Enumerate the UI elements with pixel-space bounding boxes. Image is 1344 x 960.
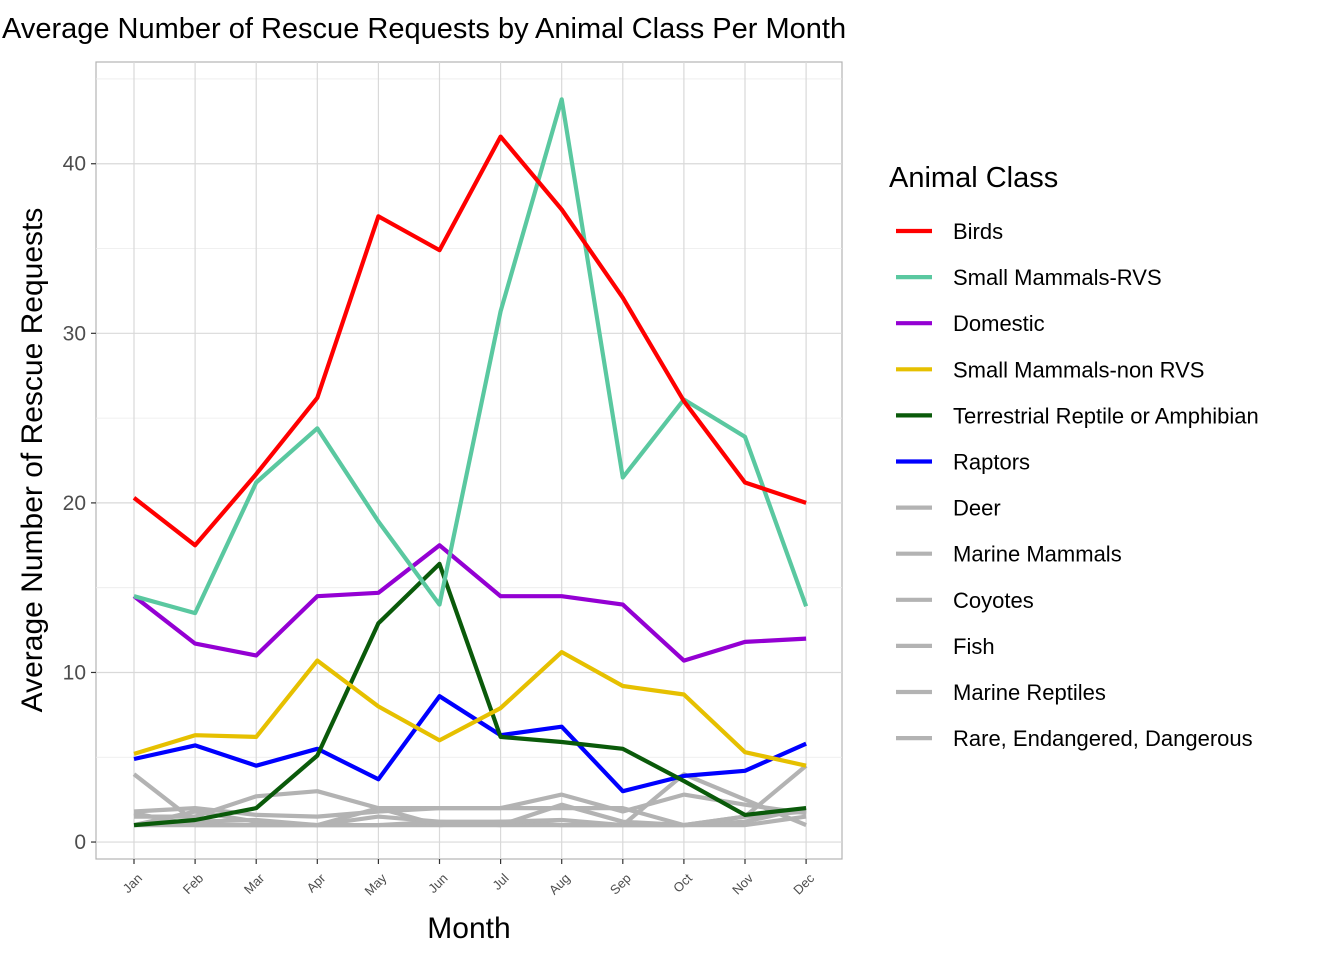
x-tick-label: Jul xyxy=(489,870,511,892)
y-axis-ticks: 0 10 20 30 40 xyxy=(63,153,96,854)
legend-label-birds: Birds xyxy=(953,219,1003,244)
series-lines xyxy=(132,97,809,828)
x-tick-label: May xyxy=(362,870,390,898)
legend-items: Birds Small Mammals-RVS Domestic Small Mamm… xyxy=(896,219,1259,751)
x-tick-label: Aug xyxy=(546,871,573,898)
plot-area xyxy=(95,61,843,860)
legend-label-terrestrial-reptile-or-amphibian: Terrestrial Reptile or Amphibian xyxy=(953,403,1259,428)
legend-label-marine-mammals: Marine Mammals xyxy=(953,542,1122,567)
y-axis-title: Average Number of Rescue Requests xyxy=(16,208,49,713)
y-tick-label: 40 xyxy=(63,153,86,176)
x-axis-ticks: Jan Feb Mar Apr May Jun Jul Aug Sep Oct Nov Dec xyxy=(120,859,818,898)
x-tick-label: Mar xyxy=(241,870,268,897)
x-tick-label: Feb xyxy=(180,871,206,897)
series-line-domestic xyxy=(132,543,807,663)
legend: Animal Class Birds Small Mammals-RVS Domes… xyxy=(889,162,1259,751)
series-line-coyotes xyxy=(134,764,808,828)
legend-label-small-mammals-non-rvs: Small Mammals-non RVS xyxy=(953,357,1204,382)
minor-gridlines xyxy=(96,78,842,758)
major-gridlines xyxy=(96,62,842,859)
chart-title: Average Number of Rescue Requests by Ani… xyxy=(2,13,846,45)
legend-label-domestic: Domestic xyxy=(953,311,1045,336)
y-tick-label: 10 xyxy=(63,661,86,684)
series-line-marine-mammals xyxy=(133,792,807,819)
series-line-small-mammals-non-rvs xyxy=(133,649,807,768)
legend-label-raptors: Raptors xyxy=(953,450,1030,475)
legend-label-coyotes: Coyotes xyxy=(953,588,1034,613)
legend-label-deer: Deer xyxy=(953,496,1001,521)
x-tick-label: Nov xyxy=(729,870,756,897)
x-tick-label: Jun xyxy=(425,871,450,896)
series-line-deer xyxy=(132,772,807,828)
y-tick-label: 30 xyxy=(63,322,86,345)
series-line-birds xyxy=(132,134,807,548)
x-tick-label: Sep xyxy=(607,871,634,898)
x-tick-label: Jan xyxy=(120,871,145,896)
series-line-small-mammals-rvs xyxy=(133,97,809,616)
series-line-terrestrial-reptile-or-amphibian xyxy=(133,561,807,828)
x-tick-label: Apr xyxy=(304,870,329,895)
legend-label-small-mammals-rvs: Small Mammals-RVS xyxy=(953,265,1162,290)
x-tick-label: Oct xyxy=(670,870,695,895)
legend-label-rare-endangered-dangerous: Rare, Endangered, Dangerous xyxy=(953,726,1253,751)
y-tick-label: 0 xyxy=(74,831,86,854)
legend-label-marine-reptiles: Marine Reptiles xyxy=(953,680,1106,705)
legend-label-fish: Fish xyxy=(953,634,995,659)
x-axis-title: Month xyxy=(427,912,510,945)
y-tick-label: 20 xyxy=(63,492,86,515)
legend-title: Animal Class xyxy=(889,162,1058,194)
series-line-raptors xyxy=(133,694,807,794)
x-tick-label: Dec xyxy=(790,870,817,897)
